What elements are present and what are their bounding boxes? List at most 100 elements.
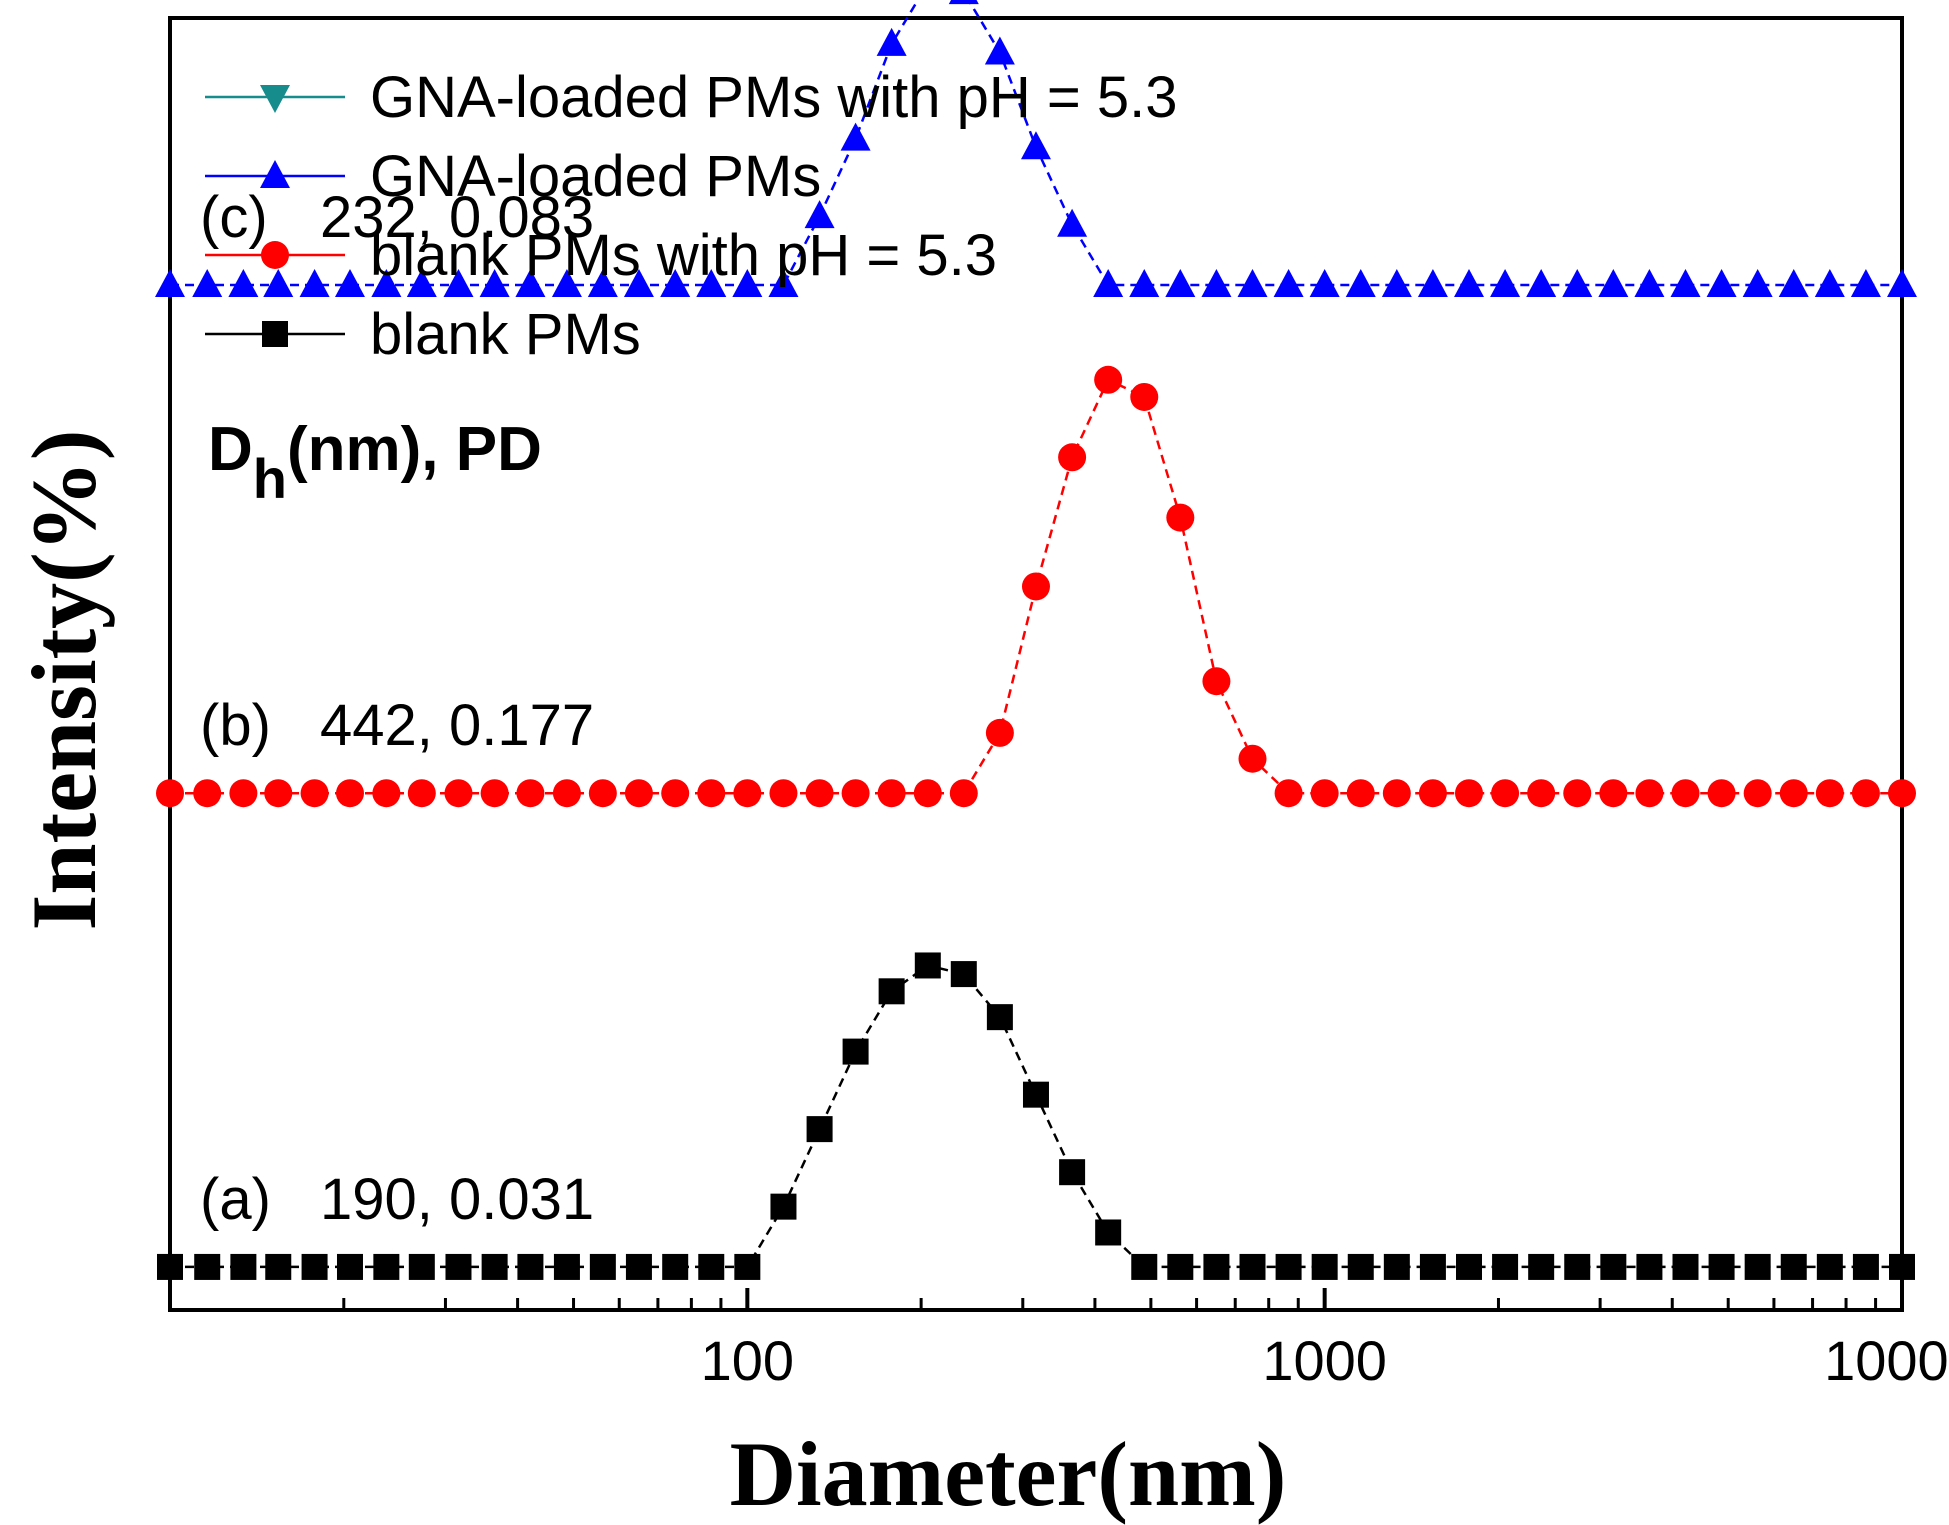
- marker-square: [1383, 1253, 1410, 1280]
- marker-circle: [697, 779, 726, 808]
- marker-circle: [624, 779, 653, 808]
- marker-circle: [156, 779, 184, 808]
- marker-circle: [588, 779, 617, 808]
- marker-circle: [335, 779, 364, 808]
- marker-square: [589, 1253, 616, 1280]
- marker-triangle-up: [1201, 269, 1232, 298]
- series-a: [157, 952, 1915, 1280]
- series-labels: (a)190, 0.031(b)442, 0.177(c)232, 0.083(…: [200, 185, 594, 1232]
- marker-square: [806, 1116, 833, 1143]
- marker-square: [1095, 1219, 1122, 1246]
- marker-triangle-up: [228, 269, 259, 298]
- series-c: [155, 0, 1917, 298]
- marker-circle: [1707, 779, 1736, 808]
- marker-triangle-up: [623, 269, 654, 298]
- marker-square: [1167, 1253, 1194, 1280]
- marker-circle: [769, 779, 798, 808]
- marker-square: [734, 1253, 761, 1280]
- marker-square: [408, 1253, 435, 1280]
- marker-circle: [841, 779, 870, 808]
- marker-triangle-up: [1057, 208, 1088, 237]
- marker-square: [1636, 1253, 1663, 1280]
- marker-circle: [733, 779, 762, 808]
- x-minor-ticks: [342, 1298, 1878, 1310]
- marker-circle: [1418, 779, 1447, 808]
- marker-circle: [1166, 503, 1195, 532]
- marker-triangle-up: [1454, 269, 1485, 298]
- marker-circle: [1563, 779, 1592, 808]
- plot-frame: [168, 16, 1904, 1312]
- marker-triangle-up: [984, 36, 1015, 65]
- marker-triangle-up: [1634, 269, 1665, 298]
- marker-square: [1022, 1081, 1049, 1108]
- marker-square: [1347, 1253, 1374, 1280]
- marker-circle: [1527, 779, 1556, 808]
- marker-circle: [985, 718, 1014, 747]
- marker-circle: [1851, 779, 1880, 808]
- marker-square: [1311, 1253, 1338, 1280]
- marker-square: [1744, 1253, 1771, 1280]
- legend-label: blank PMs: [370, 302, 641, 367]
- marker-triangle-up: [334, 269, 365, 298]
- marker-triangle-up: [371, 269, 402, 298]
- marker-triangle-up: [1237, 269, 1268, 298]
- marker-circle: [1274, 779, 1303, 808]
- marker-square: [770, 1193, 797, 1220]
- annotation-header: Dh(nm), PD: [208, 415, 542, 510]
- marker-square: [914, 952, 941, 979]
- marker-triangle-up: [1165, 269, 1196, 298]
- series-dh-pd: 190, 0.031: [320, 1167, 594, 1232]
- marker-square: [1059, 1159, 1086, 1186]
- marker-square: [1816, 1253, 1843, 1280]
- marker-square: [445, 1253, 472, 1280]
- marker-circle: [1671, 779, 1700, 808]
- marker-triangle-up: [1526, 269, 1557, 298]
- marker-square: [1203, 1253, 1230, 1280]
- marker-triangle-up: [1381, 269, 1412, 298]
- marker-triangle-up: [1670, 269, 1701, 298]
- marker-triangle-up: [1814, 269, 1845, 298]
- marker-triangle-up: [1850, 269, 1881, 298]
- marker-triangle-up: [696, 269, 727, 298]
- marker-triangle-up: [768, 269, 799, 298]
- marker-square: [265, 1253, 292, 1280]
- marker-square: [1852, 1253, 1879, 1280]
- marker-circle: [1238, 744, 1267, 773]
- marker-square: [1239, 1253, 1266, 1280]
- marker-square: [373, 1253, 400, 1280]
- marker-circle: [1094, 365, 1123, 394]
- series-label: (c): [200, 185, 268, 250]
- marker-circle: [1058, 443, 1087, 472]
- marker-square: [986, 1004, 1013, 1031]
- marker-circle: [1021, 572, 1050, 601]
- marker-circle: [552, 779, 581, 808]
- marker-triangle-up: [1778, 269, 1809, 298]
- marker-triangle-up: [660, 269, 691, 298]
- marker-triangle-up: [1742, 269, 1773, 298]
- marker-triangle-up: [260, 160, 290, 188]
- marker-square: [1131, 1253, 1158, 1280]
- marker-circle: [372, 779, 401, 808]
- marker-square: [230, 1253, 257, 1280]
- marker-circle: [229, 779, 258, 808]
- marker-circle: [480, 779, 509, 808]
- marker-circle: [264, 779, 293, 808]
- marker-square: [1419, 1253, 1446, 1280]
- marker-circle: [949, 779, 978, 808]
- marker-square: [1564, 1253, 1591, 1280]
- marker-square: [878, 978, 905, 1005]
- marker-circle: [1779, 779, 1808, 808]
- y-axis-title: Intensity(%): [13, 430, 115, 931]
- marker-square: [842, 1038, 869, 1065]
- marker-triangle-up: [155, 269, 185, 298]
- marker-triangle-up: [551, 269, 582, 298]
- marker-circle: [1815, 779, 1844, 808]
- legend-label: GNA-loaded PMs: [370, 144, 821, 209]
- marker-circle: [877, 779, 906, 808]
- marker-circle: [1382, 779, 1411, 808]
- series-b: [156, 365, 1916, 808]
- marker-circle: [1310, 779, 1339, 808]
- marker-triangle-up: [299, 269, 330, 298]
- marker-square: [1275, 1253, 1302, 1280]
